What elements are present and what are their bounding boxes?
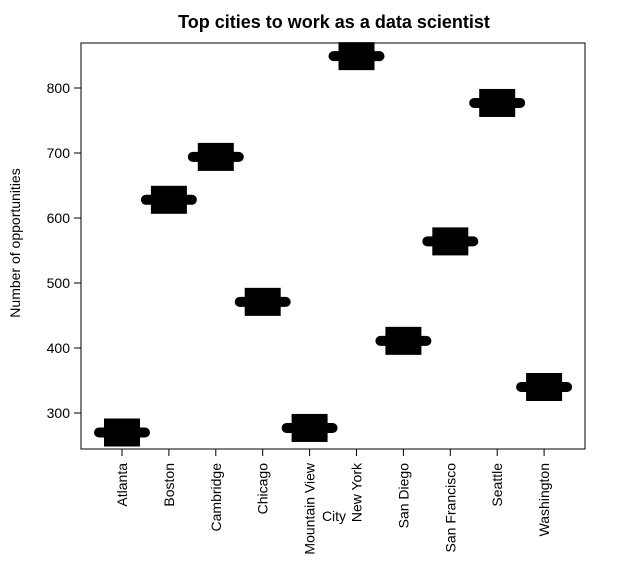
x-tick-label: New York xyxy=(349,462,365,522)
data-point xyxy=(469,88,526,117)
data-point xyxy=(516,373,573,401)
y-tick-label: 600 xyxy=(47,210,71,226)
x-tick-label: Atlanta xyxy=(114,463,130,507)
x-tick-label: Chicago xyxy=(255,463,271,515)
y-tick-label: 800 xyxy=(47,80,71,96)
plot-frame xyxy=(80,42,586,450)
x-tick-label: Boston xyxy=(161,463,177,507)
x-tick-label: Washington xyxy=(536,463,552,536)
data-point xyxy=(187,142,244,171)
x-tick-label: Seattle xyxy=(489,463,505,507)
data-point xyxy=(234,287,291,316)
y-axis: 300 400 500 600 700 800 xyxy=(47,80,81,421)
data-point xyxy=(328,42,385,71)
data-point xyxy=(422,227,479,256)
x-axis-label: City xyxy=(322,508,346,524)
x-tick-label: San Francisco xyxy=(442,463,458,553)
data-point xyxy=(375,326,432,355)
x-axis: Atlanta Boston Cambridge Chicago Mountain Vi… xyxy=(114,449,552,555)
chart-title: Top cities to work as a data scientist xyxy=(178,12,490,32)
y-tick-label: 300 xyxy=(47,405,71,421)
x-tick-label: San Diego xyxy=(395,463,411,529)
data-points xyxy=(94,42,573,447)
y-tick-label: 500 xyxy=(47,275,71,291)
data-point xyxy=(281,413,338,442)
y-tick-label: 400 xyxy=(47,340,71,356)
data-point xyxy=(140,185,197,214)
y-tick-label: 700 xyxy=(47,145,71,161)
x-tick-label: Cambridge xyxy=(208,463,224,532)
x-tick-label: Mountain View xyxy=(302,462,318,554)
y-axis-label: Number of opportunities xyxy=(7,168,23,317)
data-point xyxy=(94,418,150,447)
